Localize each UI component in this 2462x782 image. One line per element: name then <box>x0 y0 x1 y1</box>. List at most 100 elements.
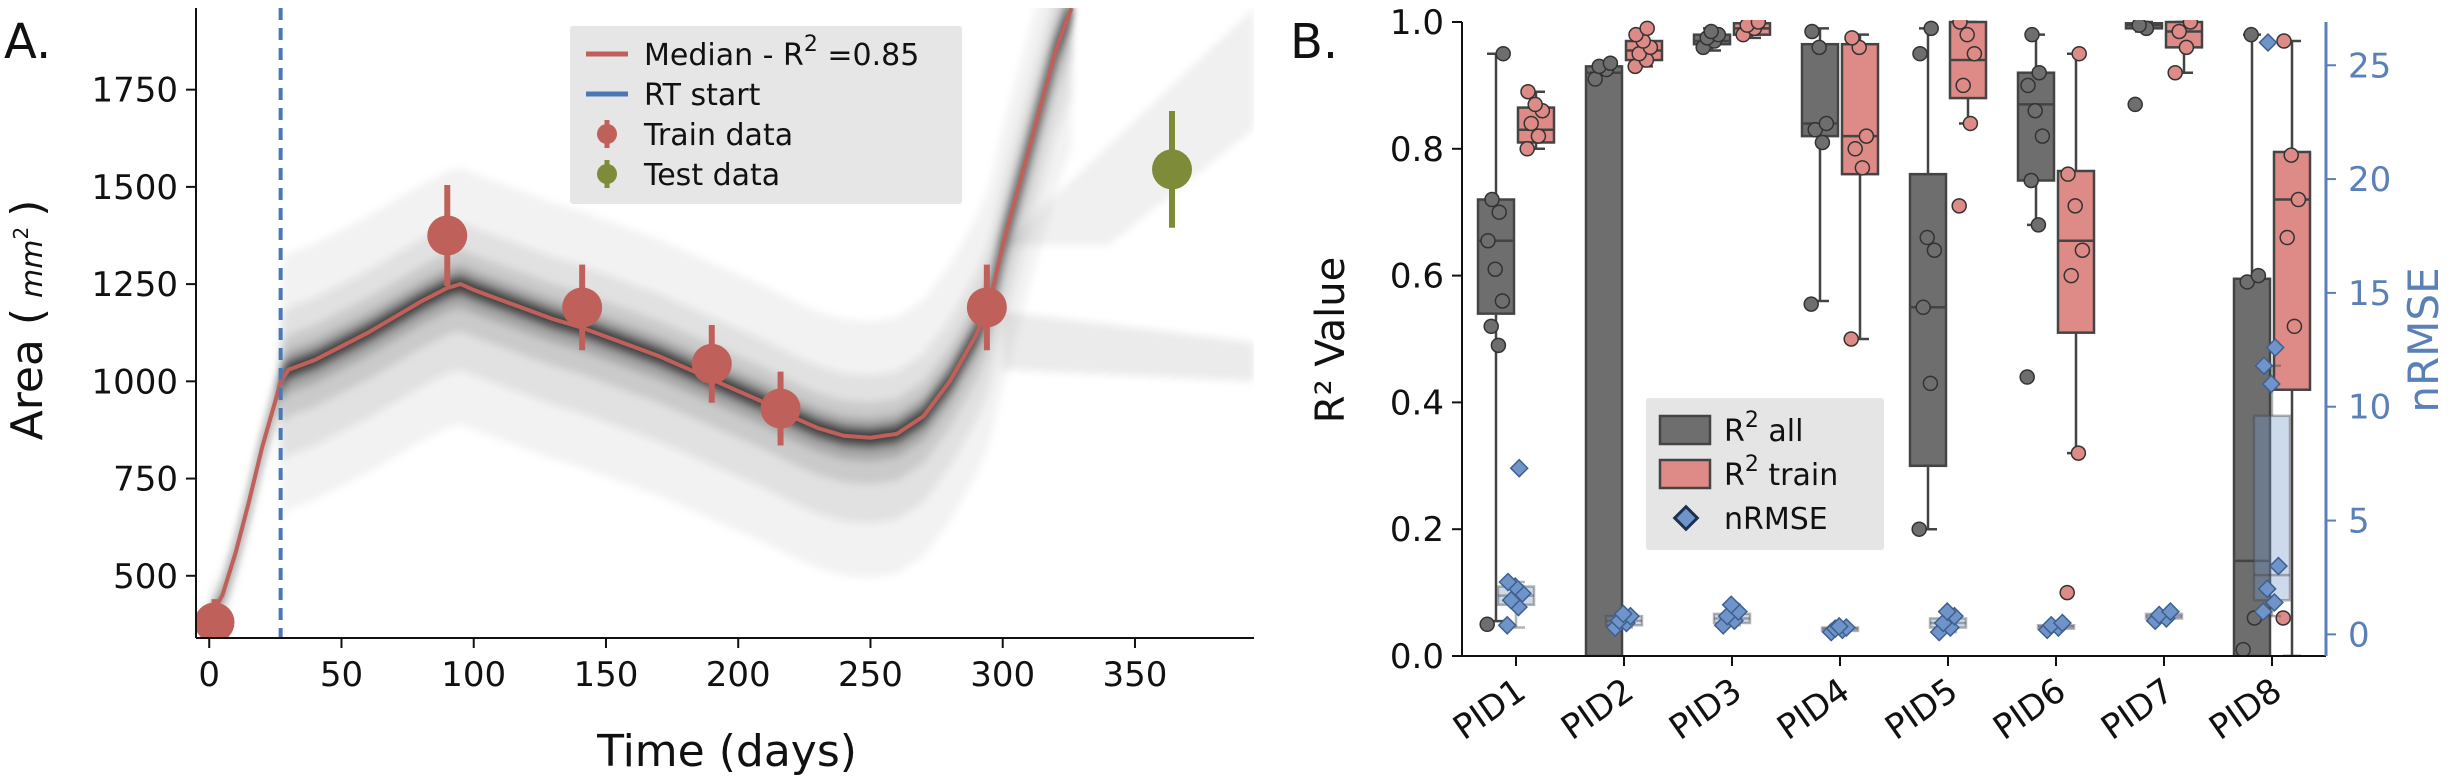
y2-tick-label: 25 <box>2348 46 2391 86</box>
r2-all-point <box>2235 641 2251 656</box>
panel-a-legend: Median - R2 =0.85 RT start Train data Test … <box>570 26 962 204</box>
nrmse-point <box>2258 32 2278 53</box>
r2-all-point <box>1911 521 1927 537</box>
r2-train-point <box>1750 20 1767 30</box>
legend-label-sup: 2 <box>804 32 818 57</box>
train-point <box>562 287 603 328</box>
y-tick-label: 0.2 <box>1390 510 1444 550</box>
r2-all-point <box>2127 96 2143 113</box>
r2-train-point <box>2071 45 2087 62</box>
r2-all-point <box>1811 39 1827 56</box>
panel-a-label: A. <box>4 14 51 70</box>
r2-train-point <box>1952 20 1968 30</box>
y-tick-label: 1750 <box>91 71 178 111</box>
legend-box-swatch <box>1658 458 1712 490</box>
r2-all-point <box>2031 64 2047 81</box>
r2-all-point <box>1803 296 1819 312</box>
panel-b: B. 0.0 0.2 0.4 0.6 0.8 1.0 0 5 10 15 20 25 PID1 PID2 P… <box>1290 3 2448 748</box>
r2-train-point <box>2070 445 2087 461</box>
y-tick-label: 1.0 <box>1390 3 1444 43</box>
ensemble-band-4 <box>209 8 1072 622</box>
x-category-label: PID8 <box>2202 671 2289 749</box>
legend-label-sup: 2 <box>1745 408 1759 433</box>
r2-all-point <box>2023 172 2039 189</box>
r2-train-point <box>2279 229 2295 246</box>
y-tick-label: 750 <box>113 460 178 500</box>
r2-train-point <box>2063 267 2079 284</box>
r2-train-point <box>1639 20 1655 37</box>
r2-train-point <box>1844 30 1860 46</box>
nrmse-point <box>2254 356 2274 376</box>
r2-all-point <box>1587 71 1603 87</box>
legend-label: Median - R2 =0.85 <box>644 32 919 73</box>
r2-train-point <box>2074 242 2091 258</box>
y2-tick-label: 15 <box>2348 274 2391 314</box>
r2-train-point <box>2171 23 2187 40</box>
legend-label-text: Test data <box>643 158 780 193</box>
ensemble-tail <box>1002 311 1254 382</box>
y2-tick-label: 0 <box>2348 615 2370 655</box>
y-tick-label: 0.0 <box>1390 637 1444 677</box>
y-tick-label: 0.6 <box>1390 257 1444 297</box>
r2-train-point <box>1843 331 1859 347</box>
r2-all-point <box>2131 20 2147 33</box>
x-tick-label: 300 <box>970 655 1035 695</box>
r2-train-point <box>1519 141 1535 157</box>
nrmse-point <box>1721 595 1741 615</box>
legend-marker-swatch <box>597 124 617 144</box>
r2-all-point <box>1491 204 1507 220</box>
r2-all-point <box>1922 375 1939 392</box>
r2-train-point <box>1530 128 1547 144</box>
panel-b-label: B. <box>1290 14 1338 70</box>
box-r2-all <box>1584 65 1624 656</box>
legend-label-sup: 2 <box>1745 452 1759 477</box>
legend-label: nRMSE <box>1724 502 1828 537</box>
legend-label: RT start <box>644 78 761 113</box>
nrmse-point <box>2264 592 2284 613</box>
r2-all-point <box>1912 45 1928 62</box>
panel-a: A. 0 50 100 150 200 250 300 350 500 750 1000 1250 15… <box>2 8 1254 777</box>
r2-all-point <box>2030 217 2047 233</box>
legend-background <box>570 26 962 204</box>
legend-label-text: Train data <box>643 118 793 153</box>
legend-label: R2 all <box>1724 408 1803 449</box>
legend-label-suffix: train <box>1759 458 1838 493</box>
legend-label-text: Median - R <box>644 38 804 73</box>
r2-train-point <box>2182 20 2199 30</box>
x-tick-label: 250 <box>838 655 903 695</box>
y-label-main: Area ( <box>2 308 53 440</box>
r2-train-point <box>2286 318 2303 335</box>
x-category-label: PID7 <box>2094 671 2181 749</box>
test-point <box>1152 149 1193 190</box>
r2-train-point <box>2290 191 2307 208</box>
ensemble-fan <box>1002 8 1254 246</box>
median-line <box>207 8 1074 620</box>
panel-b-y-axis-label: R² Value <box>1308 257 1354 423</box>
legend-label: Train data <box>643 118 793 153</box>
r2-all-point <box>2019 369 2035 385</box>
r2-train-point <box>2276 33 2292 49</box>
y2-tick-label: 5 <box>2348 502 2370 542</box>
y-label-unit: mm <box>15 240 50 298</box>
x-tick-label: 0 <box>198 655 220 695</box>
r2-all-point <box>2020 77 2036 94</box>
r2-all-point <box>1818 115 1835 132</box>
legend-label-suffix: =0.85 <box>818 38 919 73</box>
nrmse-point <box>2257 579 2277 599</box>
train-point <box>966 287 1007 328</box>
y-tick-label: 1000 <box>91 362 178 402</box>
train-point <box>760 388 801 429</box>
r2-train-point <box>1523 115 1539 132</box>
r2-all-point <box>2027 103 2043 119</box>
y-tick-label: 0.8 <box>1390 130 1444 170</box>
legend-label-suffix: all <box>1759 414 1804 449</box>
panel-a-axes: 0 50 100 150 200 250 300 350 500 750 1000 1250 1500 1… <box>91 8 1254 695</box>
nrmse-point <box>2052 613 2072 633</box>
nrmse-point <box>2261 374 2281 394</box>
r2-all-point <box>2034 128 2051 144</box>
r2-train-point <box>2275 610 2291 626</box>
r2-train-point <box>1962 115 1979 132</box>
panel-a-y-axis-label: Area (mm2) <box>2 200 53 441</box>
r2-all-point <box>1490 337 1507 354</box>
